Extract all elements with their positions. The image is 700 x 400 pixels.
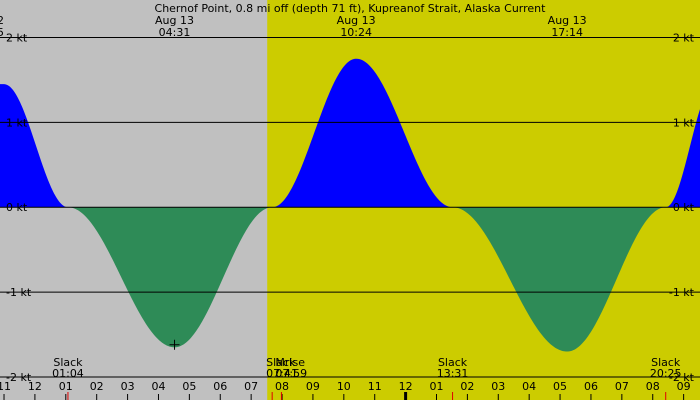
- y-tick-label-left: 0 kt: [6, 201, 28, 214]
- y-tick-label-right: 1 kt: [673, 116, 695, 129]
- hour-tick-label: 09: [677, 380, 691, 393]
- hour-tick-label: 08: [646, 380, 660, 393]
- top-label-time: 04:31: [159, 26, 191, 39]
- event-labels: Slack01:04Slack07:41Mrise07:59Slack13:31…: [52, 356, 681, 380]
- y-tick-label-left: -2 kt: [6, 371, 32, 384]
- top-label-time: 17:14: [551, 26, 583, 39]
- event-name: Slack: [53, 356, 83, 369]
- hour-tick-label: 07: [615, 380, 629, 393]
- event-time: 07:41: [266, 367, 298, 380]
- y-tick-label-right: 0 kt: [673, 201, 695, 214]
- hour-tick-label: 05: [553, 380, 567, 393]
- ebb-current-area: [0, 207, 700, 352]
- hour-tick-label: 02: [460, 380, 474, 393]
- hour-tick-label: 01: [59, 380, 73, 393]
- chart-title: Chernof Point, 0.8 mi off (depth 71 ft),…: [155, 2, 547, 15]
- hour-tick-label: 11: [368, 380, 382, 393]
- event-time: 07:59: [275, 367, 307, 380]
- hour-tick-label: 12: [28, 380, 42, 393]
- hour-tick-label: 09: [306, 380, 320, 393]
- hour-tick-label: 12: [399, 380, 413, 393]
- hour-tick-label: 04: [151, 380, 165, 393]
- top-label-date: Aug 13: [548, 14, 587, 27]
- y-tick-label-left: 1 kt: [6, 116, 28, 129]
- y-tick-label-left: -1 kt: [6, 286, 32, 299]
- y-axis-labels: 2 kt 2 kt 1 kt 1 kt 0 kt 0 kt -1 kt -1 kt -2 kt -…: [6, 31, 695, 384]
- y-gridlines: [0, 36, 700, 378]
- hour-tick-label: 03: [491, 380, 505, 393]
- event-name: Slack: [651, 356, 681, 369]
- hour-tick-label: 01: [429, 380, 443, 393]
- top-label-date: Aug 13: [155, 14, 194, 27]
- hour-tick-label: 02: [90, 380, 104, 393]
- event-name: Mrise: [275, 356, 305, 369]
- hour-tick-label: 08: [275, 380, 289, 393]
- crosshair-marker: [169, 339, 180, 350]
- event-time: 01:04: [52, 367, 84, 380]
- hour-tick-label: 06: [213, 380, 227, 393]
- top-label-date: Aug 13: [337, 14, 376, 27]
- top-label-time: 10:24: [340, 26, 372, 39]
- y-tick-label-right: -1 kt: [669, 286, 695, 299]
- top-label-time: 5: [0, 26, 4, 39]
- hour-axis: 11 12 01 02 03 04 05 06 07 08 09 10 11 12 01 02 03 04 05 06…: [0, 380, 691, 400]
- hour-tick-label: 10: [337, 380, 351, 393]
- y-tick-label-left: 2 kt: [6, 31, 28, 44]
- event-name: Slack: [266, 356, 296, 369]
- event-time: 13:31: [437, 367, 469, 380]
- hour-tick-label: 07: [244, 380, 258, 393]
- event-name: Slack: [438, 356, 468, 369]
- hour-tick-label: 05: [182, 380, 196, 393]
- y-tick-label-right: -2 kt: [669, 371, 695, 384]
- hour-tick-label: 04: [522, 380, 536, 393]
- flood-current-area: [0, 58, 700, 208]
- y-tick-label-right: 2 kt: [673, 31, 695, 44]
- hour-tick-label: 03: [121, 380, 135, 393]
- event-time: 20:25: [650, 367, 682, 380]
- top-label-date: .2: [0, 14, 4, 27]
- hour-tick-label: 06: [584, 380, 598, 393]
- hour-tick-label: 11: [0, 380, 11, 393]
